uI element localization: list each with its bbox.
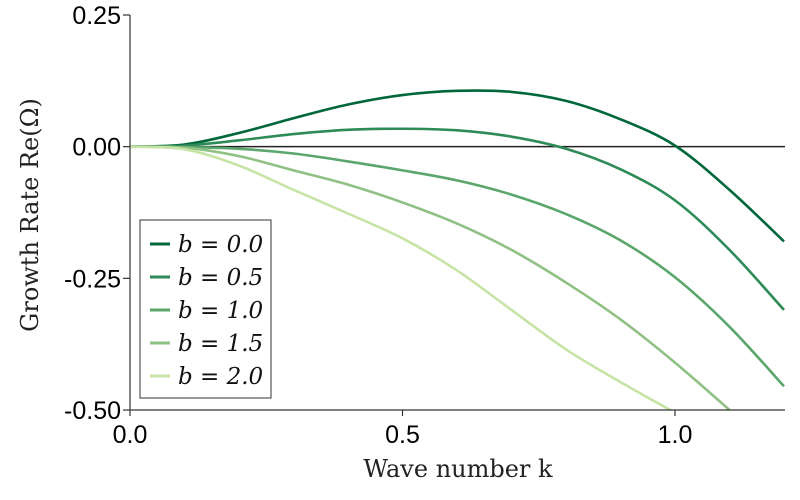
x-axis-ticks: 0.0 0.5 1.0: [113, 410, 693, 449]
y-tick-label: -0.50: [64, 397, 121, 425]
plot-area: [129, 15, 785, 411]
y-axis-ticks: 0.25 0.00 -0.25 -0.50: [64, 2, 130, 425]
legend-label-4: b = 2.0: [178, 364, 263, 390]
series-line-1: [130, 127, 785, 311]
legend-label-0: b = 0.0: [178, 232, 263, 258]
y-axis-label: Growth Rate Re(Ω): [16, 98, 44, 332]
x-tick-label: 0.5: [385, 421, 420, 449]
legend-label-3: b = 1.5: [178, 331, 263, 357]
x-tick-label: 0.0: [113, 421, 148, 449]
series-group: [130, 89, 785, 410]
x-axis-label: Wave number k: [363, 455, 553, 483]
y-tick-label: 0.25: [72, 2, 121, 30]
x-tick-label: 1.0: [658, 421, 693, 449]
series-line-3: [130, 145, 731, 410]
legend-box: [139, 219, 272, 399]
series-line-0: [130, 89, 785, 243]
legend-items: b = 0.0 b = 0.5 b = 1.0 b = 1.5 b = 2.0: [150, 232, 263, 390]
legend-label-1: b = 0.5: [178, 265, 263, 291]
series-line-2: [130, 145, 785, 388]
legend-label-2: b = 1.0: [178, 298, 263, 324]
y-tick-label: -0.25: [64, 265, 121, 293]
y-tick-label: 0.00: [72, 134, 121, 162]
legend: b = 0.0 b = 0.5 b = 1.0 b = 1.5 b = 2.0: [139, 219, 272, 399]
series-line-4: [130, 145, 673, 410]
